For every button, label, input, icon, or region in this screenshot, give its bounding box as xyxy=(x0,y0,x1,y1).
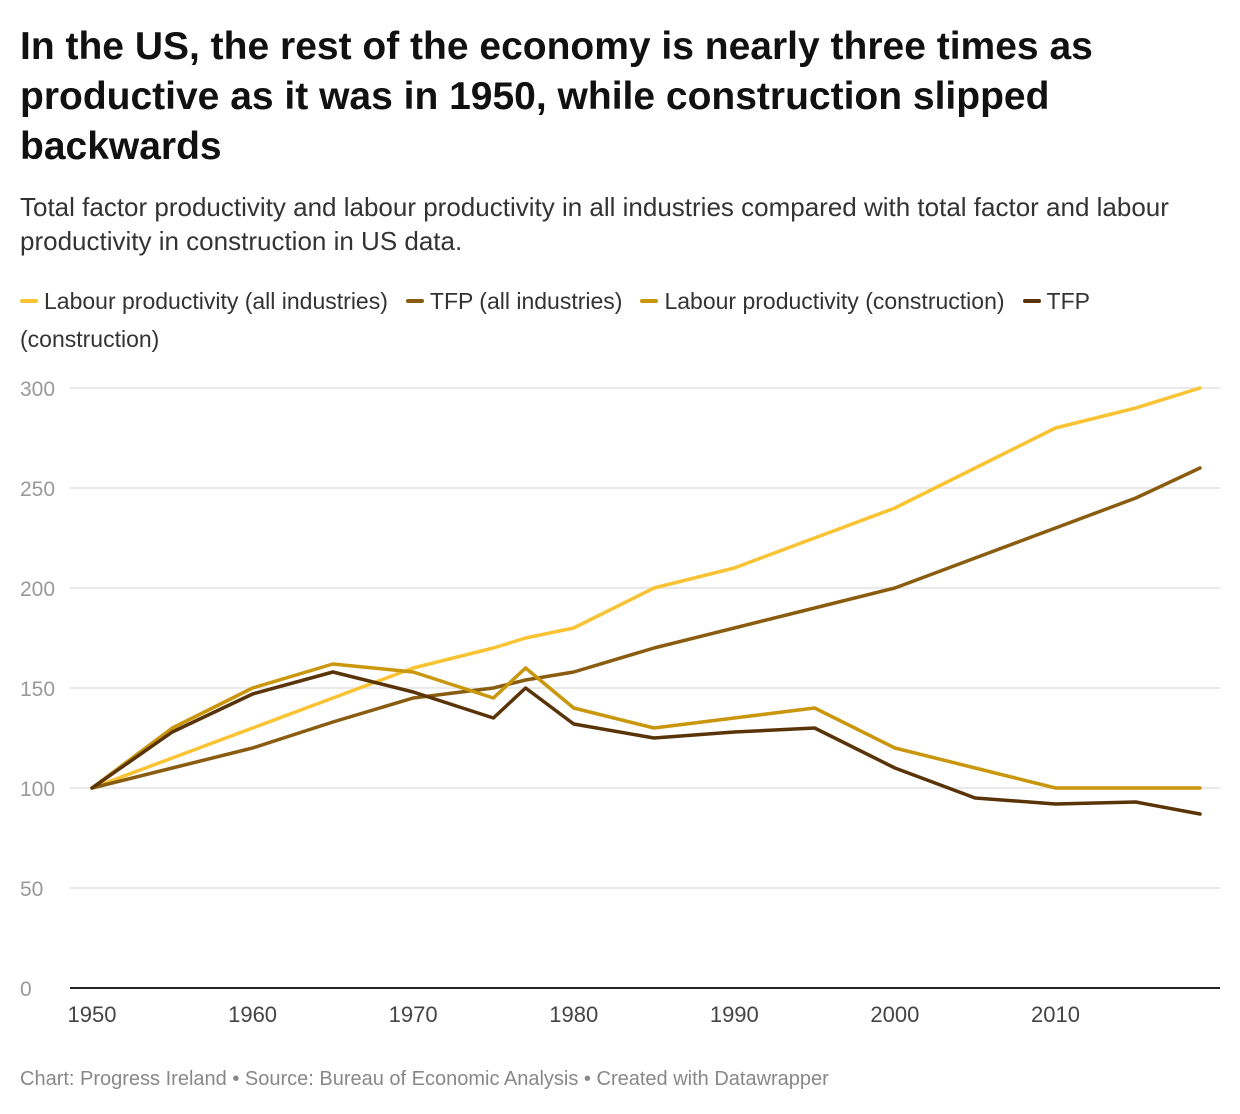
legend: Labour productivity (all industries) TFP … xyxy=(20,282,1220,358)
x-tick-label: 1950 xyxy=(68,1002,117,1027)
chart-title: In the US, the rest of the economy is ne… xyxy=(20,25,1093,168)
legend-swatch xyxy=(405,298,424,303)
line-chart: 0 50 100 150 200 250 300 1950 1960 1970 1980 1990 20… xyxy=(20,378,1220,1027)
x-tick-label: 1960 xyxy=(228,1002,277,1027)
x-tick-label: 1970 xyxy=(389,1002,438,1027)
y-tick-label: 150 xyxy=(20,678,55,701)
legend-swatch xyxy=(1022,298,1041,303)
x-tick-label: 1980 xyxy=(549,1002,598,1027)
y-tick-label: 50 xyxy=(20,878,43,901)
legend-item: TFP (construction) xyxy=(20,288,1090,352)
legend-label: Labour productivity (construction) xyxy=(664,288,1005,314)
series-line-1 xyxy=(90,466,1202,790)
legend-label: TFP (construction) xyxy=(20,288,1090,352)
x-tick-label: 2000 xyxy=(870,1002,919,1027)
legend-label: TFP (all industries) xyxy=(429,288,623,314)
y-tick-label: 300 xyxy=(20,378,55,401)
series-line-3 xyxy=(90,670,1202,816)
legend-item: Labour productivity (construction) xyxy=(640,282,1005,320)
y-tick-label: 0 xyxy=(20,978,32,1001)
series-line-2 xyxy=(90,662,1202,790)
y-tick-label: 250 xyxy=(20,478,55,501)
series-line-0 xyxy=(90,386,1202,790)
legend-item: TFP (all industries) xyxy=(405,282,623,320)
y-tick-label: 100 xyxy=(20,778,55,801)
chart-subtitle: Total factor productivity and labour pro… xyxy=(20,192,1169,256)
x-tick-label: 1990 xyxy=(710,1002,759,1027)
x-tick-label: 2010 xyxy=(1031,1002,1080,1027)
legend-swatch xyxy=(640,298,659,303)
legend-label: Labour productivity (all industries) xyxy=(44,288,388,314)
y-tick-label: 200 xyxy=(20,578,55,601)
legend-swatch xyxy=(20,298,38,303)
legend-item: Labour productivity (all industries) xyxy=(20,282,388,320)
chart-footer: Chart: Progress Ireland • Source: Bureau… xyxy=(20,1068,829,1090)
